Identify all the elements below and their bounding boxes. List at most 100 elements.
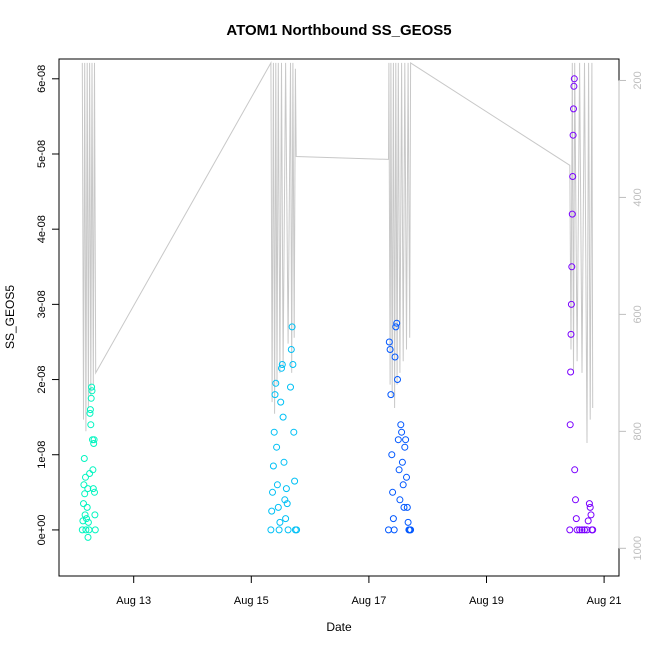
right-tick-label: 800 <box>632 422 644 440</box>
data-point <box>567 300 575 308</box>
data-point <box>269 488 276 496</box>
data-point <box>278 364 285 372</box>
data-points-layer <box>78 75 597 541</box>
data-point <box>572 496 579 504</box>
data-point <box>268 507 276 515</box>
data-point <box>89 466 97 474</box>
data-point <box>87 394 95 402</box>
y-tick-label: 5e-08 <box>36 140 48 168</box>
right-tick-label: 600 <box>632 305 644 323</box>
data-point <box>567 368 575 376</box>
x-tick-label: Aug 15 <box>234 595 269 607</box>
data-point <box>282 485 290 493</box>
altitude-trace-line <box>81 61 594 444</box>
data-point <box>91 488 98 496</box>
series-2 <box>267 323 301 534</box>
data-point <box>395 466 403 474</box>
data-point <box>81 490 89 498</box>
data-point <box>90 440 98 447</box>
data-point <box>392 323 400 331</box>
data-point <box>277 398 285 406</box>
data-point <box>82 526 90 534</box>
data-point <box>404 518 412 526</box>
data-point <box>80 500 87 508</box>
data-point <box>275 526 283 534</box>
chart-title: ATOM1 Northbound SS_GEOS5 <box>226 22 451 39</box>
data-point <box>586 503 594 511</box>
data-point <box>82 473 89 481</box>
data-point <box>576 526 584 534</box>
data-point <box>403 473 410 481</box>
right-tick-label: 400 <box>632 188 644 206</box>
series-1 <box>78 383 99 541</box>
data-point <box>84 518 92 526</box>
data-point <box>287 383 294 391</box>
data-point <box>86 406 94 414</box>
data-point <box>388 451 396 459</box>
x-tick-label: Aug 13 <box>116 595 151 607</box>
data-point <box>400 503 408 511</box>
series-3 <box>385 319 415 534</box>
data-point <box>288 323 296 331</box>
data-point <box>390 526 398 534</box>
y-tick-label: 0e+00 <box>36 514 48 545</box>
data-point <box>270 428 278 436</box>
data-point <box>274 503 282 511</box>
data-point <box>90 436 98 444</box>
data-point <box>401 443 409 451</box>
data-point <box>570 75 578 83</box>
data-point <box>84 533 92 541</box>
data-point <box>91 526 99 534</box>
data-point <box>287 346 295 353</box>
data-point <box>291 477 299 485</box>
data-point <box>398 428 406 436</box>
data-point <box>391 353 399 361</box>
data-point <box>387 391 395 399</box>
data-point <box>571 466 579 474</box>
data-point <box>587 511 595 519</box>
data-point <box>568 263 576 271</box>
data-point <box>385 526 392 534</box>
data-point <box>86 470 94 477</box>
data-point <box>281 496 289 504</box>
data-point <box>389 515 397 523</box>
plot-frame <box>58 58 620 577</box>
data-point <box>290 428 298 436</box>
data-point <box>91 511 99 519</box>
data-point <box>279 413 287 421</box>
data-point <box>88 387 96 395</box>
data-point <box>569 173 577 180</box>
right-axis: 200 400 600 800 1000 <box>618 71 644 561</box>
x-tick-label: Aug 17 <box>351 595 386 607</box>
data-point <box>83 515 90 523</box>
x-axis-label: Date <box>326 620 352 634</box>
right-tick-label: 1000 <box>632 536 644 560</box>
data-point <box>581 526 588 534</box>
data-point <box>585 500 593 508</box>
data-point <box>566 421 574 429</box>
data-point <box>566 526 574 534</box>
data-point <box>88 383 96 391</box>
data-point <box>584 517 592 525</box>
data-point <box>273 481 281 489</box>
data-point <box>397 421 405 429</box>
x-tick-label: Aug 19 <box>469 595 504 607</box>
altitude-trace-layer <box>81 61 594 444</box>
x-tick-label: Aug 21 <box>587 595 622 607</box>
data-point <box>389 488 397 496</box>
data-point <box>394 376 401 383</box>
data-point <box>393 319 401 327</box>
data-point <box>573 526 581 534</box>
y-tick-label: 1e-08 <box>36 441 48 469</box>
data-point <box>278 361 286 368</box>
y-axis: 0e+00 1e-08 2e-08 3e-08 4e-08 5e-08 6e-08 <box>36 65 60 545</box>
data-point <box>572 515 580 523</box>
x-axis: Aug 13 Aug 15 Aug 17 Aug 19 Aug 21 <box>116 575 622 607</box>
data-point <box>578 526 586 534</box>
data-point <box>272 379 280 387</box>
data-point <box>78 526 86 534</box>
data-point <box>396 496 404 504</box>
data-point <box>570 105 577 113</box>
data-point <box>284 526 292 534</box>
